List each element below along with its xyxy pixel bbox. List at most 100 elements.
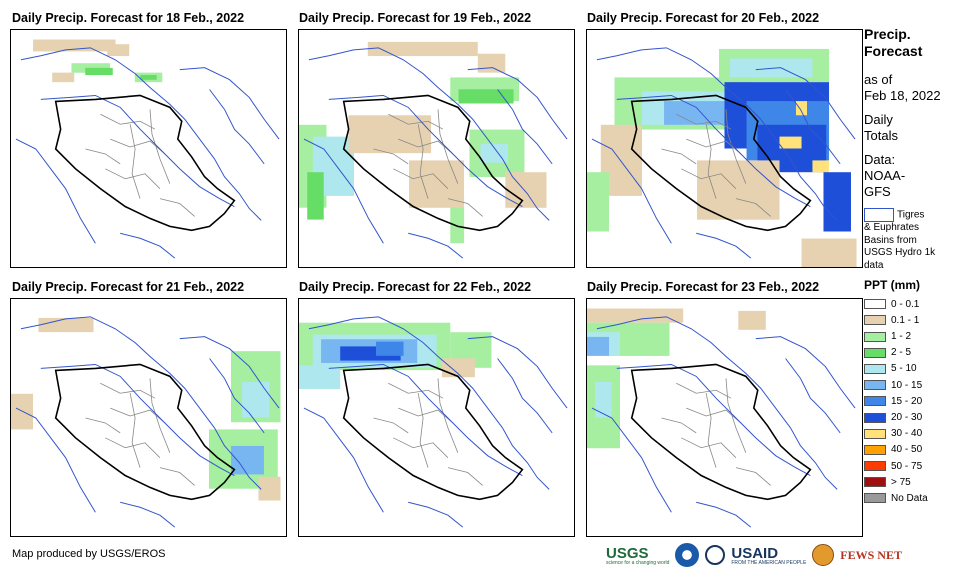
precip-area [587,172,610,232]
basin-boundary [755,336,856,409]
precip-area [458,89,514,104]
admin-boundary [437,109,459,184]
panel-title-1: Daily Precip. Forecast for 18 Feb., 2022 [12,11,245,25]
admin-boundary [417,393,429,468]
admin-boundary [388,382,444,399]
legend-label: 50 - 75 [891,460,923,472]
admin-boundary [373,417,409,434]
admin-boundary [686,138,742,155]
admin-boundary [398,138,454,155]
precip-area [587,336,610,356]
map-panel-6 [586,298,863,537]
as-of-date: Feb 18, 2022 [864,88,941,103]
precip-area [242,381,270,418]
basin-boundary [408,501,464,528]
legend-item: 15 - 20 [864,393,964,409]
basin-boundary [408,232,464,259]
legend-swatch [864,396,886,407]
legend-item: 30 - 40 [864,426,964,442]
admin-boundary [437,378,459,453]
map-panel-4 [10,298,287,537]
precip-area [595,381,612,418]
precip-area [812,160,829,173]
precip-area [505,172,547,208]
map-credit: Map produced by USGS/EROS [12,548,166,560]
admin-boundary [398,407,454,424]
precip-area [480,143,508,163]
admin-boundary [393,168,449,189]
legend-label: 5 - 10 [891,363,917,375]
map-panel-3 [586,29,863,268]
precip-area [697,160,780,220]
basin-boundary [596,47,838,221]
admin-boundary [705,393,717,468]
precip-area [801,238,857,267]
basin-swatch [864,208,894,222]
admin-boundary [149,378,171,453]
basin-boundary [209,358,265,434]
precip-cells [299,41,547,244]
panel-title-3: Daily Precip. Forecast for 20 Feb., 2022 [587,11,820,25]
basin-boundary [179,67,280,140]
usaid-logo-tag: FROM THE AMERICAN PEOPLE [731,559,807,566]
usgs-logo-text: USGS [606,544,649,562]
basin-boundary [303,138,384,244]
admin-boundary [159,467,195,486]
admin-boundary [129,393,141,468]
basin-boundary [179,336,280,409]
precip-area [52,72,75,83]
legend-main-title: Precip. Forecast [864,26,923,59]
admin-boundary [105,168,161,189]
admin-boundary [388,113,444,130]
basin-boundary [591,407,672,513]
legend-item: 20 - 30 [864,409,964,425]
precip-area [85,67,113,76]
basin-boundary [40,94,235,207]
legend-item: 2 - 5 [864,345,964,361]
admin-boundary [686,407,742,424]
basin-boundary [467,67,568,140]
basin-boundary [209,89,265,165]
basin-boundary [120,232,176,259]
basin-boundary [616,363,811,476]
precip-area [376,341,404,356]
precip-cells [587,48,857,267]
admin-boundary [85,417,121,434]
admin-boundary [110,138,166,155]
usgs-logo: USGS science for a changing world [606,545,669,566]
data-source: NOAA- GFS [864,168,906,199]
admin-boundary [373,148,409,165]
map-panel-2 [298,29,575,268]
basin-boundary [785,358,841,434]
legend-swatch [864,461,886,472]
data-label: Data: [864,152,896,167]
precip-cells [587,308,766,449]
legend-swatch [864,380,886,391]
legend-label: 30 - 40 [891,428,923,440]
usaid-logo-text: USAID [731,544,779,562]
legend-label: 40 - 50 [891,444,923,456]
admin-boundary [681,437,737,458]
precip-area [307,172,324,220]
legend-swatch [864,299,886,310]
legend-swatch [864,315,886,326]
legend-item: 5 - 10 [864,361,964,377]
legend-swatch [864,347,886,358]
country-border [342,94,524,232]
precip-area [348,115,432,154]
admin-boundary [110,407,166,424]
daily-totals-label: Daily Totals [864,112,898,143]
basin-boundary [308,316,550,490]
precip-cells [11,317,281,501]
legend-swatch [864,444,886,455]
legend-label: 1 - 2 [891,331,912,343]
country-border [54,363,236,501]
legend-panel: Precip. Forecast as of Feb 18, 2022 Dail… [864,26,964,507]
precip-area [258,476,281,501]
as-of-label: as of [864,72,893,87]
legend-label: 2 - 5 [891,347,912,359]
admin-boundary [393,437,449,458]
basin-boundary [596,316,838,490]
basin-label-1: Tigres [897,209,925,221]
precip-cells [299,322,492,390]
